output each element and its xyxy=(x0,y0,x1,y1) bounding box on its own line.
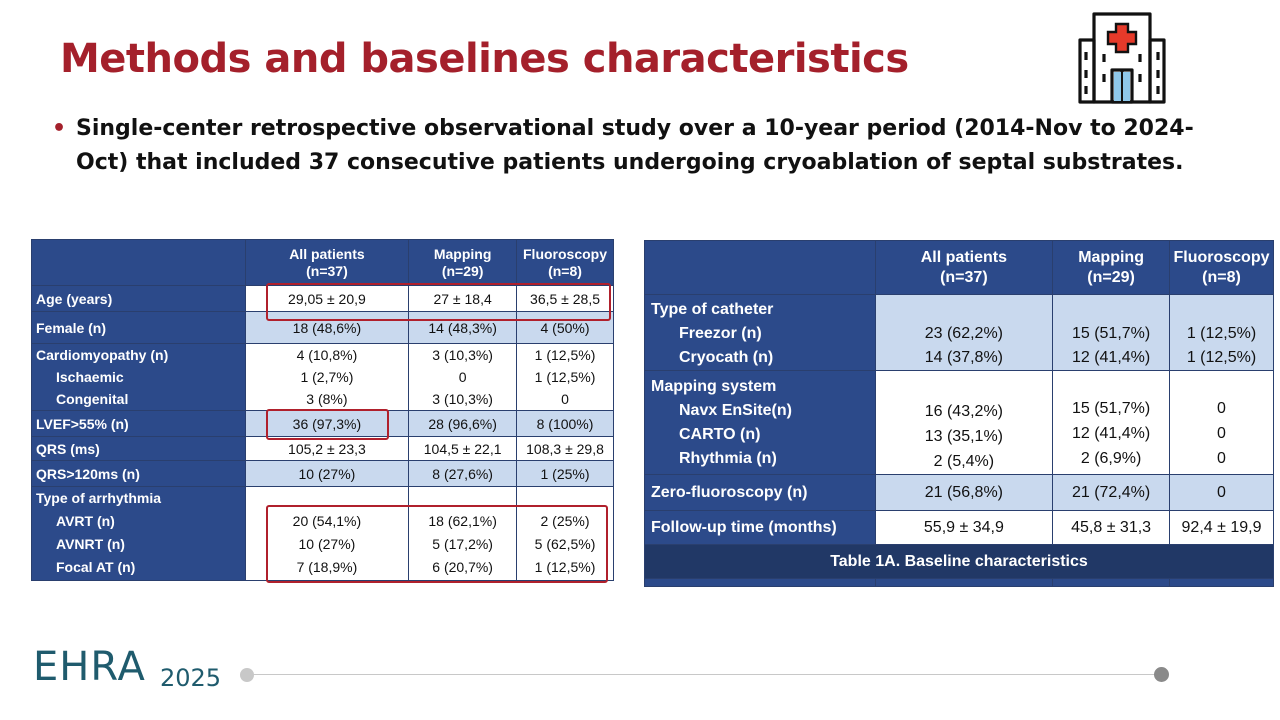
bullet-marker: • xyxy=(52,116,67,141)
row-label-cardiomyopathy: Cardiomyopathy (n) Ischaemic Congenital xyxy=(31,343,246,411)
footer-dot-left xyxy=(240,668,254,682)
table-row: LVEF>55% (n) 36 (97,3%) 28 (96,6%) 8 (10… xyxy=(31,410,614,437)
table-row: QRS (ms) 105,2 ± 23,3 104,5 ± 22,1 108,3… xyxy=(31,436,614,461)
table-row: QRS>120ms (n) 10 (27%) 8 (27,6%) 1 (25%) xyxy=(31,460,614,487)
ehra-logo: EHRA xyxy=(33,644,146,690)
row-label-follow-up: Follow-up time (months) xyxy=(644,510,876,545)
cell-value: 105,2 ± 23,3 xyxy=(244,436,410,461)
header-fluoroscopy: Fluoroscopy (n=8) xyxy=(516,239,614,286)
cell-value: 8 (100%) xyxy=(516,410,614,437)
highlight-arrhythmia-values xyxy=(266,505,608,583)
cell-value: 2 (25%) 5 (62,5%) 1 (12,5%) xyxy=(516,486,614,581)
footer-divider xyxy=(240,674,1162,675)
header-mapping: Mapping (n=29) xyxy=(1052,240,1170,295)
cell-value: 16 (43,2%) 13 (35,1%) 2 (5,4%) xyxy=(874,370,1054,475)
cell-value: 4 (10,8%) 1 (2,7%) 3 (8%) xyxy=(244,343,410,411)
cell-value: 0 xyxy=(1169,474,1274,511)
cell-value: 1 (25%) xyxy=(516,460,614,487)
header-all-patients: All patients (n=37) xyxy=(874,240,1054,295)
table-caption-row: Table 1A. Baseline characteristics xyxy=(644,544,1274,579)
row-label-qrs: QRS (ms) xyxy=(31,436,246,461)
table-row: Type of catheter Freezor (n) Cryocath (n… xyxy=(644,294,1274,371)
cell-value: 27 ± 18,4 xyxy=(408,285,518,312)
cell-value: 15 (51,7%) 12 (41,4%) 2 (6,9%) xyxy=(1052,370,1170,475)
slide-title: Methods and baselines characteristics xyxy=(60,36,909,82)
cell-value: 29,05 ± 20,9 xyxy=(244,285,410,312)
cell-value: 15 (51,7%) 12 (41,4%) xyxy=(1052,294,1170,371)
study-description-text: Single-center retrospective observationa… xyxy=(76,116,1194,175)
row-label-age: Age (years) xyxy=(31,285,246,312)
baseline-table-left: All patients (n=37) Mapping (n=29) Fluoros… xyxy=(31,239,614,581)
cell-value: 45,8 ± 31,3 xyxy=(1052,510,1170,545)
highlight-age-row xyxy=(266,283,611,321)
header-empty xyxy=(644,240,876,295)
table-row: Age (years) 29,05 ± 20,9 27 ± 18,4 36,5 … xyxy=(31,285,614,312)
table-bottom-band xyxy=(644,578,1274,587)
cell-value: 108,3 ± 29,8 xyxy=(516,436,614,461)
header-all-patients: All patients (n=37) xyxy=(244,239,410,286)
row-label-catheter: Type of catheter Freezor (n) Cryocath (n… xyxy=(644,294,876,371)
table-row: Mapping system Navx EnSite(n) CARTO (n) … xyxy=(644,370,1274,475)
cell-value: 55,9 ± 34,9 xyxy=(874,510,1054,545)
hospital-icon xyxy=(1078,12,1166,104)
header-empty xyxy=(31,239,246,286)
highlight-lvef-cell xyxy=(266,409,389,440)
cell-value: 8 (27,6%) xyxy=(408,460,518,487)
cell-value: 1 (12,5%) 1 (12,5%) 0 xyxy=(516,343,614,411)
baseline-table-right: All patients (n=37) Mapping (n=29) Fluoros… xyxy=(644,240,1274,587)
cell-value: 21 (56,8%) xyxy=(874,474,1054,511)
cell-value: 36 (97,3%) xyxy=(244,410,410,437)
row-label-female: Female (n) xyxy=(31,311,246,344)
cell-value: 21 (72,4%) xyxy=(1052,474,1170,511)
row-label-arrhythmia: Type of arrhythmia AVRT (n) AVNRT (n) Fo… xyxy=(31,486,246,581)
study-description: • Single-center retrospective observatio… xyxy=(50,112,1210,180)
cell-value: 20 (54,1%) 10 (27%) 7 (18,9%) xyxy=(244,486,410,581)
cell-value: 92,4 ± 19,9 xyxy=(1169,510,1274,545)
cell-value: 3 (10,3%) 0 3 (10,3%) xyxy=(408,343,518,411)
table-row: Follow-up time (months) 55,9 ± 34,9 45,8… xyxy=(644,510,1274,545)
row-label-qrs-120: QRS>120ms (n) xyxy=(31,460,246,487)
cell-value: 18 (62,1%) 5 (17,2%) 6 (20,7%) xyxy=(408,486,518,581)
table-row: Cardiomyopathy (n) Ischaemic Congenital … xyxy=(31,343,614,411)
table-row: Female (n) 18 (48,6%) 14 (48,3%) 4 (50%) xyxy=(31,311,614,344)
row-label-lvef: LVEF>55% (n) xyxy=(31,410,246,437)
table-row: Type of arrhythmia AVRT (n) AVNRT (n) Fo… xyxy=(31,486,614,581)
row-label-mapping-system: Mapping system Navx EnSite(n) CARTO (n) … xyxy=(644,370,876,475)
ehra-year: 2025 xyxy=(160,664,222,692)
cell-value: 10 (27%) xyxy=(244,460,410,487)
cell-value: 36,5 ± 28,5 xyxy=(516,285,614,312)
header-mapping: Mapping (n=29) xyxy=(408,239,518,286)
cell-value: 28 (96,6%) xyxy=(408,410,518,437)
row-label-zero-fluoroscopy: Zero-fluoroscopy (n) xyxy=(644,474,876,511)
cell-value: 1 (12,5%) 1 (12,5%) xyxy=(1169,294,1274,371)
cell-value: 104,5 ± 22,1 xyxy=(408,436,518,461)
cell-value: 23 (62,2%) 14 (37,8%) xyxy=(874,294,1054,371)
table-caption: Table 1A. Baseline characteristics xyxy=(644,544,1274,579)
header-fluoroscopy: Fluoroscopy (n=8) xyxy=(1169,240,1274,295)
cell-value: 14 (48,3%) xyxy=(408,311,518,344)
table-row: Zero-fluoroscopy (n) 21 (56,8%) 21 (72,4… xyxy=(644,474,1274,511)
footer-dot-right xyxy=(1154,667,1169,682)
